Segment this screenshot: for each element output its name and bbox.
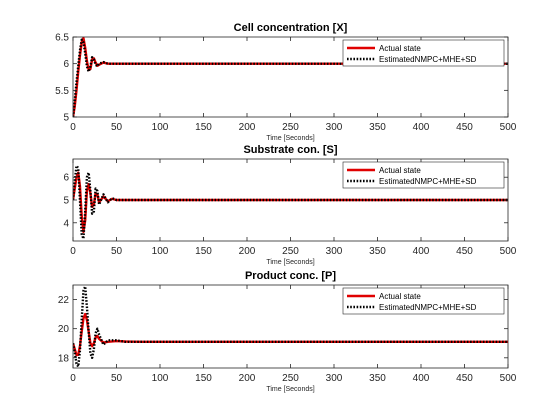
x-tick-label: 250 <box>282 246 299 257</box>
x-tick-label: 100 <box>152 122 169 133</box>
x-axis-label: Time [Seconds] <box>266 386 314 393</box>
x-tick-label: 50 <box>111 122 123 133</box>
legend-label: Actual state <box>379 166 421 175</box>
y-tick-label: 20 <box>58 324 70 335</box>
x-tick-label: 50 <box>111 246 123 257</box>
x-tick-label: 0 <box>70 122 76 133</box>
legend: Actual state EstimatedNMPC+MHE+SD <box>342 39 505 67</box>
x-tick-label: 350 <box>369 246 386 257</box>
legend-box <box>342 161 505 189</box>
x-tick-label: 300 <box>326 373 343 384</box>
x-tick-label: 100 <box>152 373 169 384</box>
x-tick-label: 500 <box>500 122 517 133</box>
legend: Actual state EstimatedNMPC+MHE+SD <box>342 161 505 189</box>
x-tick-label: 250 <box>282 122 299 133</box>
legend-box <box>342 39 505 67</box>
x-tick-label: 200 <box>239 122 256 133</box>
x-axis-label: Time [Seconds] <box>266 135 314 142</box>
x-tick-label: 0 <box>70 246 76 257</box>
series-group <box>73 285 508 368</box>
x-tick-label: 150 <box>195 122 212 133</box>
x-tick-label: 200 <box>239 373 256 384</box>
subplot-2: 0 50 100 150 200 250 300 350 400 450 500 4 5 6 Substra… <box>63 144 516 266</box>
x-tick-label: 0 <box>70 373 76 384</box>
x-tick-label: 450 <box>456 373 473 384</box>
y-tick-label: 5 <box>63 196 69 207</box>
x-tick-label: 300 <box>326 246 343 257</box>
y-tick-label: 6 <box>63 59 69 70</box>
x-tick-label: 300 <box>326 122 343 133</box>
subplot-1: 0 50 100 150 200 250 300 350 400 450 500 5 5.5 6 6.5 Ce… <box>55 22 517 142</box>
y-tick-label: 5.5 <box>55 86 69 97</box>
x-tick-label: 450 <box>456 122 473 133</box>
x-tick-label: 400 <box>413 246 430 257</box>
series-line-estimated <box>73 164 508 240</box>
x-tick-label: 150 <box>195 246 212 257</box>
legend-label: EstimatedNMPC+MHE+SD <box>379 55 477 64</box>
y-tick-label: 6 <box>63 173 69 184</box>
legend: Actual state EstimatedNMPC+MHE+SD <box>342 287 505 315</box>
y-tick-label: 18 <box>58 353 70 364</box>
x-tick-label: 500 <box>500 373 517 384</box>
chart-title: Product conc. [P] <box>245 270 336 282</box>
series-line-estimated <box>73 38 508 117</box>
chart-title: Cell concentration [X] <box>234 22 348 34</box>
y-tick-label: 5 <box>63 113 69 124</box>
x-tick-label: 350 <box>369 122 386 133</box>
chart-title: Substrate con. [S] <box>243 144 337 156</box>
x-tick-label: 250 <box>282 373 299 384</box>
legend-label: EstimatedNMPC+MHE+SD <box>379 303 477 312</box>
legend-label: Actual state <box>379 292 421 301</box>
x-tick-label: 150 <box>195 373 212 384</box>
subplot-3: 0 50 100 150 200 250 300 350 400 450 500 18 20 22 Prod… <box>58 270 517 393</box>
y-tick-label: 4 <box>63 218 69 229</box>
x-tick-label: 50 <box>111 373 123 384</box>
x-axis-label: Time [Seconds] <box>266 259 314 266</box>
y-tick-label: 22 <box>58 295 70 306</box>
y-tick-label: 6.5 <box>55 33 69 44</box>
series-group <box>73 37 508 117</box>
legend-label: EstimatedNMPC+MHE+SD <box>379 177 477 186</box>
x-tick-label: 400 <box>413 373 430 384</box>
x-tick-label: 350 <box>369 373 386 384</box>
x-tick-label: 200 <box>239 246 256 257</box>
x-tick-label: 450 <box>456 246 473 257</box>
legend-box <box>342 287 505 315</box>
x-tick-label: 500 <box>500 246 517 257</box>
x-tick-label: 100 <box>152 246 169 257</box>
x-tick-label: 400 <box>413 122 430 133</box>
series-group <box>73 164 508 240</box>
legend-label: Actual state <box>379 44 421 53</box>
series-line-estimated <box>73 285 508 368</box>
